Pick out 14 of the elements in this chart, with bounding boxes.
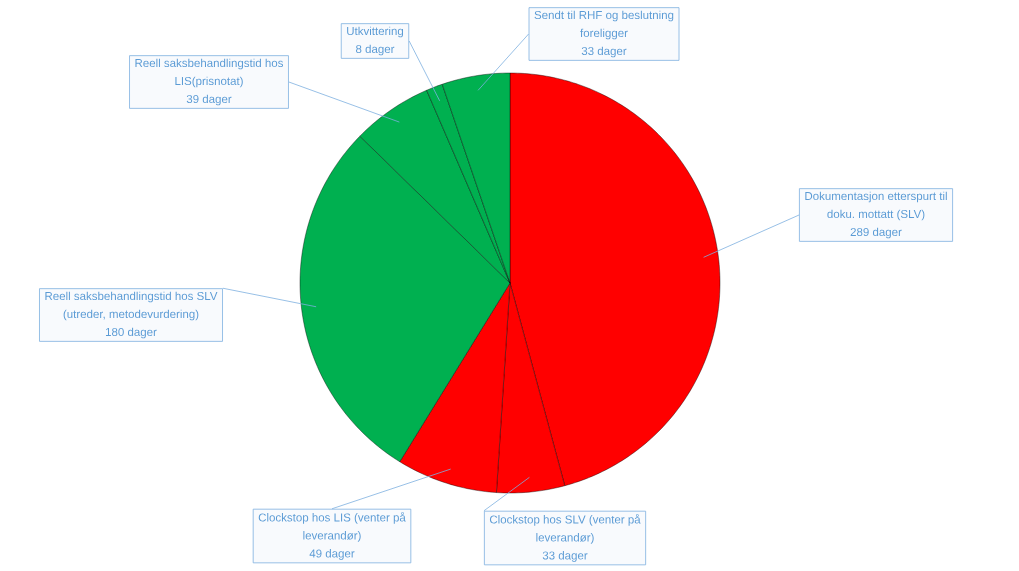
data-label: 33 dager [581,46,627,58]
slice-label: Dokumentasjon etterspurt til doku. mottatt (SLV) [805,191,947,221]
data-label: 289 dager [850,227,902,239]
slice-label: Utkvittering [347,26,404,38]
slice-label: Clockstop hos LIS (venter på leverandør) [258,512,406,542]
slice-label: Sendt til RHF og beslutning foreligger [534,10,674,40]
data-label: 39 dager [186,94,232,106]
data-label: 33 dager [542,551,588,562]
slice-label: Reell saksbehandlingstid hos SLV (utreder, metodevurdering) [45,291,218,321]
slice-label: Clockstop hos SLV (venter på leverandør) [489,514,641,544]
data-label: 180 dager [105,327,157,339]
data-label: 49 dager [309,549,355,560]
slice-label: Reell saksbehandlingstid hos LIS(prisnotat) [135,58,284,88]
data-label: 8 dager [356,44,395,56]
